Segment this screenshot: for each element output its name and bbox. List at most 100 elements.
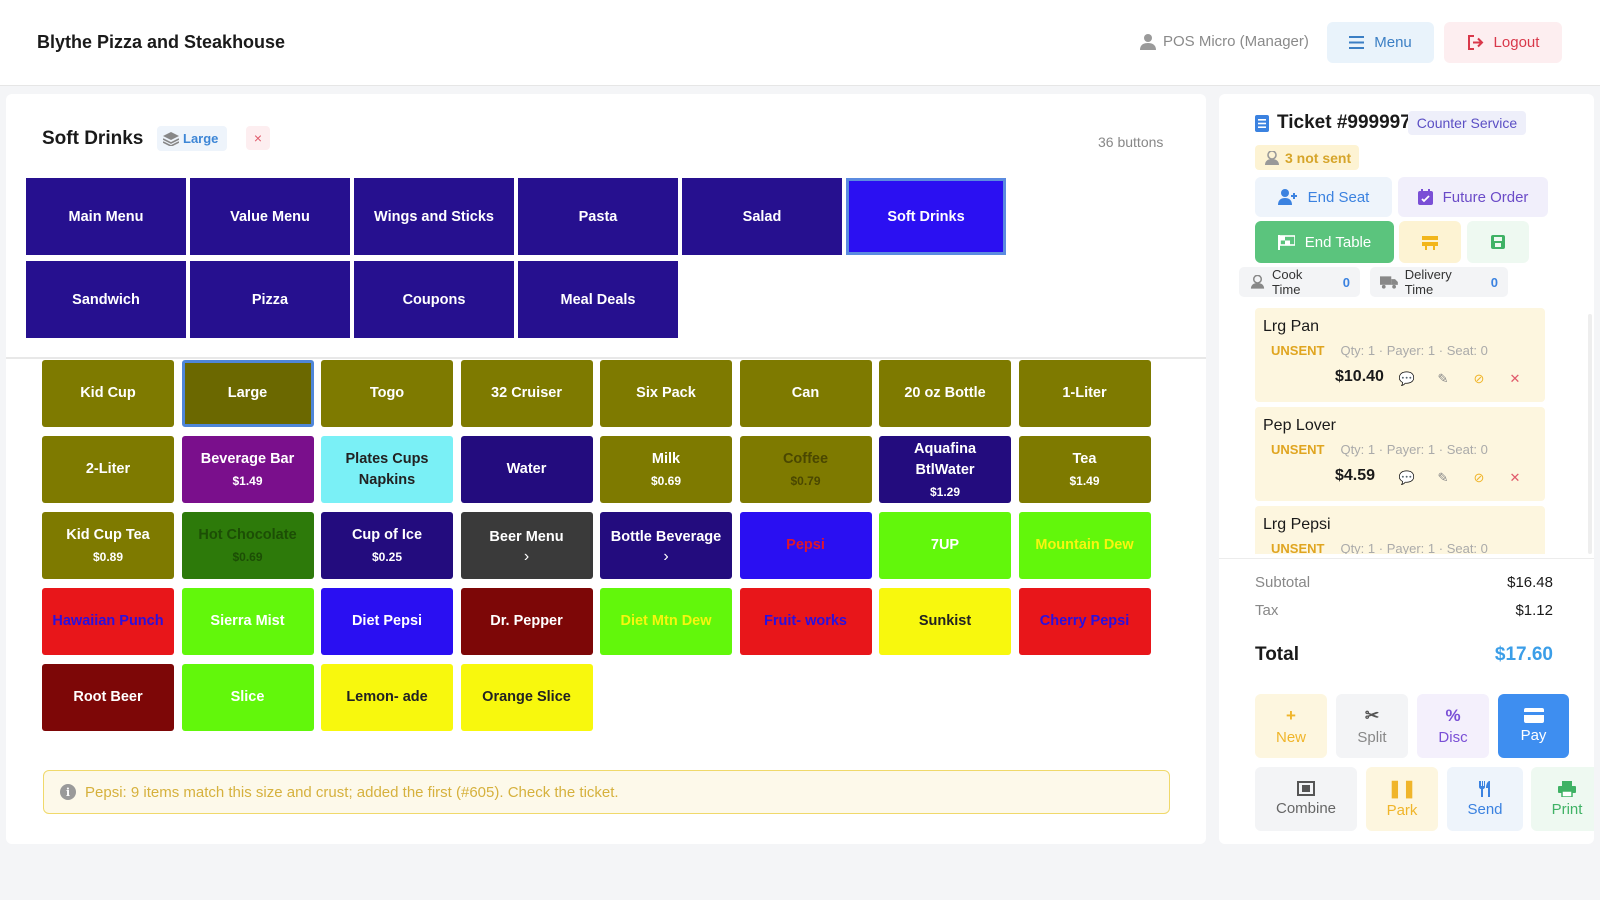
item-togo-button[interactable]: Togo: [321, 360, 453, 427]
item-beer-menu-button[interactable]: Beer Menu ›: [460, 512, 593, 579]
item-7up-button[interactable]: 7UP: [879, 512, 1011, 579]
remove-icon[interactable]: ✕: [1509, 371, 1521, 386]
item-name: Aquafina BtlWater: [913, 440, 977, 478]
tables-button[interactable]: [1399, 221, 1461, 263]
item-sierra-mist-button[interactable]: Sierra Mist: [181, 588, 314, 655]
item-aquafina-btlwater-button[interactable]: Aquafina BtlWater $1.29: [879, 436, 1011, 503]
chevron-right-icon: ›: [663, 548, 669, 565]
item-20-oz-bottle-button[interactable]: 20 oz Bottle: [879, 360, 1011, 427]
item-root-beer-button[interactable]: Root Beer: [42, 664, 174, 731]
category-wings-and-sticks[interactable]: Wings and Sticks: [354, 178, 514, 255]
add-user-icon: [1277, 189, 1297, 205]
order-list-scrollbar[interactable]: [1588, 314, 1592, 554]
item-diet-pepsi-button[interactable]: Diet Pepsi: [321, 588, 453, 655]
void-icon[interactable]: ⊘: [1473, 371, 1485, 386]
category-pizza[interactable]: Pizza: [190, 261, 350, 338]
item-fruit-works-button[interactable]: Fruit- works: [739, 588, 872, 655]
plus-icon: +: [1286, 705, 1296, 725]
print-button[interactable]: Print: [1531, 767, 1594, 831]
end-seat-button[interactable]: End Seat: [1255, 177, 1392, 217]
item-name: Pepsi: [786, 537, 825, 553]
pause-icon: ❚❚: [1387, 778, 1417, 798]
new-button[interactable]: + New: [1255, 694, 1327, 758]
remove-icon[interactable]: ✕: [1509, 470, 1521, 485]
item-six-pack-button[interactable]: Six Pack: [600, 360, 732, 427]
subtotal-value: $16.48: [1507, 574, 1553, 591]
item-beverage-bar-button[interactable]: Beverage Bar $1.49: [181, 436, 314, 503]
category-sandwich[interactable]: Sandwich: [26, 261, 186, 338]
category-pasta[interactable]: Pasta: [518, 178, 678, 255]
category-soft-drinks[interactable]: Soft Drinks: [846, 178, 1006, 255]
item-kid-cup-tea-button[interactable]: Kid Cup Tea $0.89: [42, 512, 174, 579]
item-tea-button[interactable]: Tea $1.49: [1018, 436, 1151, 503]
save-button[interactable]: [1467, 221, 1529, 263]
ticket-panel: Ticket #999997 Counter Service 3 not sen…: [1219, 94, 1594, 844]
clear-size-filter-button[interactable]: ×: [246, 126, 270, 150]
cook-time-chip: Cook Time 0: [1239, 267, 1360, 297]
order-item-meta: UNSENT Qty: 1 · Payer: 1 · Seat: 0: [1271, 541, 1488, 554]
order-item[interactable]: Lrg Pan UNSENT Qty: 1 · Payer: 1 · Seat: 0…: [1255, 308, 1545, 402]
pay-button[interactable]: Pay: [1498, 694, 1569, 758]
category-salad[interactable]: Salad: [682, 178, 842, 255]
item-large-button[interactable]: Large: [181, 360, 314, 427]
order-item[interactable]: Lrg Pepsi UNSENT Qty: 1 · Payer: 1 · Seat:…: [1255, 506, 1545, 554]
edit-icon[interactable]: ✎: [1437, 470, 1449, 485]
item-price: $0.89: [92, 550, 124, 564]
logout-button[interactable]: Logout: [1444, 22, 1562, 63]
edit-icon[interactable]: ✎: [1437, 371, 1449, 386]
item-mountain-dew-button[interactable]: Mountain Dew: [1018, 512, 1151, 579]
item-price: $1.29: [929, 484, 961, 499]
item-can-button[interactable]: Can: [739, 360, 872, 427]
order-item[interactable]: Pep Lover UNSENT Qty: 1 · Payer: 1 · Seat:…: [1255, 407, 1545, 501]
end-table-button[interactable]: End Table: [1255, 221, 1394, 263]
item-name: Fruit- works: [764, 613, 847, 629]
chef-icon: [1265, 150, 1279, 165]
item-bottle-beverage-button[interactable]: Bottle Beverage ›: [600, 512, 732, 579]
ticket-title: Ticket #999997: [1277, 112, 1411, 133]
split-label: Split: [1357, 728, 1387, 746]
item-hawaiian-punch-button[interactable]: Hawaiian Punch: [42, 588, 174, 655]
item-plates-cups-napkins-button[interactable]: Plates Cups Napkins: [321, 436, 453, 503]
future-order-button[interactable]: Future Order: [1398, 177, 1548, 217]
item-cup-of-ice-button[interactable]: Cup of Ice $0.25: [321, 512, 453, 579]
discount-button[interactable]: % Disc: [1417, 694, 1489, 758]
void-icon[interactable]: ⊘: [1473, 470, 1485, 485]
not-sent-label: 3 not sent: [1285, 149, 1352, 166]
item-2-liter-button[interactable]: 2-Liter: [42, 436, 174, 503]
item-diet-mtn-dew-button[interactable]: Diet Mtn Dew: [600, 588, 732, 655]
category-coupons[interactable]: Coupons: [354, 261, 514, 338]
item-dr-pepper-button[interactable]: Dr. Pepper: [460, 588, 593, 655]
combine-button[interactable]: Combine: [1255, 767, 1357, 831]
send-button[interactable]: Send: [1447, 767, 1523, 831]
item-name: Hawaiian Punch: [52, 613, 164, 629]
split-button[interactable]: ✂ Split: [1336, 694, 1408, 758]
category-value-menu[interactable]: Value Menu: [190, 178, 350, 255]
subtotal-label: Subtotal: [1255, 574, 1311, 591]
service-badge: Counter Service: [1408, 111, 1526, 135]
item-milk-button[interactable]: Milk $0.69: [600, 436, 732, 503]
item-sunkist-button[interactable]: Sunkist: [879, 588, 1011, 655]
category-meal-deals[interactable]: Meal Deals: [518, 261, 678, 338]
comment-icon[interactable]: 💬: [1398, 371, 1416, 386]
item-1-liter-button[interactable]: 1-Liter: [1018, 360, 1151, 427]
item-slice-button[interactable]: Slice: [181, 664, 314, 731]
park-button[interactable]: ❚❚ Park: [1366, 767, 1438, 831]
item-name: Cup of Ice: [351, 527, 423, 543]
item-name: 32 Cruiser: [491, 385, 562, 401]
combine-label: Combine: [1275, 800, 1337, 817]
category-main-menu[interactable]: Main Menu: [26, 178, 186, 255]
size-filter-badge[interactable]: Large: [157, 126, 227, 151]
chevron-right-icon: ›: [523, 548, 530, 565]
item-cherry-pepsi-button[interactable]: Cherry Pepsi: [1018, 588, 1151, 655]
item-orange-slice-button[interactable]: Orange Slice: [460, 664, 593, 731]
item-coffee-button[interactable]: Coffee $0.79: [739, 436, 872, 503]
item-lemon-ade-button[interactable]: Lemon- ade: [321, 664, 453, 731]
size-filter-label: Large: [183, 131, 219, 146]
menu-button[interactable]: Menu: [1327, 22, 1434, 63]
item-water-button[interactable]: Water: [460, 436, 593, 503]
item-kid-cup-button[interactable]: Kid Cup: [42, 360, 174, 427]
item-hot-chocolate-button[interactable]: Hot Chocolate $0.69: [181, 512, 314, 579]
item-pepsi-button[interactable]: Pepsi: [739, 512, 872, 579]
comment-icon[interactable]: 💬: [1398, 470, 1416, 485]
item-32-cruiser-button[interactable]: 32 Cruiser: [460, 360, 593, 427]
